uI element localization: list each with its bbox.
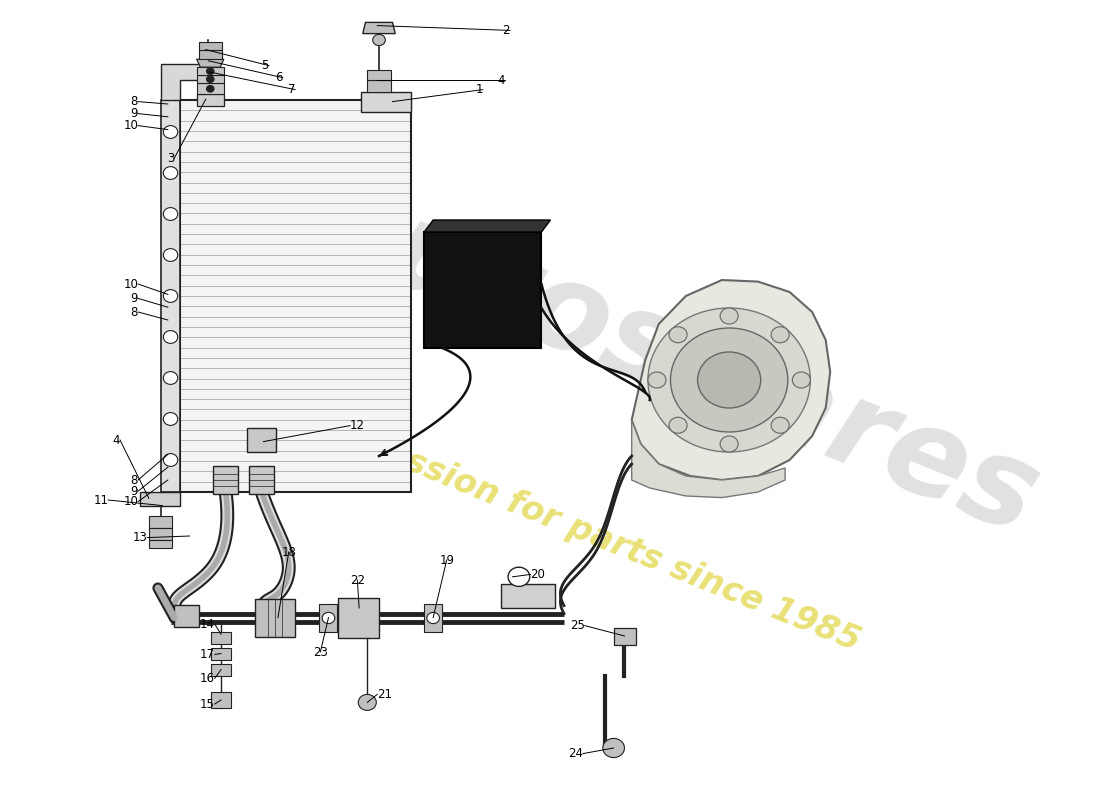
Polygon shape bbox=[363, 22, 395, 34]
Polygon shape bbox=[361, 92, 410, 112]
Text: 4: 4 bbox=[112, 434, 120, 446]
Polygon shape bbox=[140, 492, 180, 506]
Circle shape bbox=[207, 68, 213, 74]
Polygon shape bbox=[255, 599, 295, 637]
Circle shape bbox=[508, 567, 530, 586]
Text: 9: 9 bbox=[131, 485, 139, 498]
Polygon shape bbox=[180, 100, 410, 492]
Polygon shape bbox=[367, 70, 390, 80]
Text: 25: 25 bbox=[570, 619, 585, 632]
Polygon shape bbox=[213, 466, 239, 494]
Circle shape bbox=[697, 352, 761, 408]
Text: 8: 8 bbox=[131, 474, 139, 486]
Polygon shape bbox=[211, 632, 231, 644]
Text: 2: 2 bbox=[503, 24, 510, 37]
Text: 9: 9 bbox=[131, 292, 139, 305]
Circle shape bbox=[771, 326, 789, 342]
Text: 1: 1 bbox=[475, 83, 483, 96]
Circle shape bbox=[163, 454, 178, 466]
Text: 10: 10 bbox=[123, 278, 139, 290]
Circle shape bbox=[163, 413, 178, 426]
Circle shape bbox=[427, 613, 440, 624]
Text: 12: 12 bbox=[350, 419, 365, 432]
Polygon shape bbox=[148, 540, 173, 548]
Text: 4: 4 bbox=[498, 74, 505, 86]
Text: 10: 10 bbox=[123, 119, 139, 132]
Polygon shape bbox=[425, 232, 541, 348]
Circle shape bbox=[322, 613, 334, 624]
Text: 19: 19 bbox=[439, 554, 454, 566]
Circle shape bbox=[669, 418, 688, 434]
Circle shape bbox=[669, 326, 688, 342]
Text: 16: 16 bbox=[200, 672, 214, 685]
Circle shape bbox=[792, 372, 811, 388]
Circle shape bbox=[648, 372, 666, 388]
Polygon shape bbox=[198, 50, 222, 59]
Polygon shape bbox=[631, 280, 830, 480]
Circle shape bbox=[207, 86, 213, 92]
Circle shape bbox=[648, 308, 811, 452]
Text: 9: 9 bbox=[131, 107, 139, 120]
Text: 10: 10 bbox=[123, 495, 139, 508]
Polygon shape bbox=[248, 428, 276, 452]
Text: 3: 3 bbox=[167, 152, 174, 165]
Text: eurospares: eurospares bbox=[295, 161, 1055, 559]
Polygon shape bbox=[148, 516, 173, 528]
Text: 24: 24 bbox=[568, 747, 583, 760]
Text: 21: 21 bbox=[377, 688, 393, 701]
Text: 8: 8 bbox=[131, 95, 139, 108]
Circle shape bbox=[163, 208, 178, 220]
Circle shape bbox=[359, 694, 376, 710]
Circle shape bbox=[671, 328, 788, 432]
Polygon shape bbox=[161, 64, 208, 100]
Polygon shape bbox=[197, 75, 223, 83]
Circle shape bbox=[373, 34, 385, 46]
Text: 23: 23 bbox=[312, 646, 328, 658]
Text: a passion for parts since 1985: a passion for parts since 1985 bbox=[326, 414, 865, 658]
Polygon shape bbox=[174, 605, 198, 627]
Text: 18: 18 bbox=[282, 546, 296, 558]
Circle shape bbox=[163, 330, 178, 343]
Polygon shape bbox=[249, 466, 274, 494]
Text: 11: 11 bbox=[94, 494, 108, 506]
Polygon shape bbox=[614, 628, 636, 645]
Circle shape bbox=[163, 126, 178, 138]
Polygon shape bbox=[425, 604, 442, 632]
Circle shape bbox=[603, 738, 625, 758]
Text: 17: 17 bbox=[200, 648, 214, 661]
Text: 5: 5 bbox=[262, 59, 268, 72]
Circle shape bbox=[163, 166, 178, 179]
Circle shape bbox=[163, 290, 178, 302]
Polygon shape bbox=[211, 692, 231, 708]
Text: 6: 6 bbox=[275, 71, 283, 84]
Circle shape bbox=[163, 371, 178, 384]
Polygon shape bbox=[631, 420, 785, 498]
Polygon shape bbox=[500, 584, 556, 608]
Polygon shape bbox=[339, 598, 380, 638]
Circle shape bbox=[163, 249, 178, 262]
Text: 13: 13 bbox=[132, 531, 147, 544]
Text: 14: 14 bbox=[200, 618, 214, 630]
Polygon shape bbox=[197, 83, 223, 94]
Polygon shape bbox=[319, 604, 338, 632]
Circle shape bbox=[720, 436, 738, 452]
Text: 7: 7 bbox=[287, 83, 295, 96]
Circle shape bbox=[771, 418, 789, 434]
Text: 22: 22 bbox=[350, 574, 365, 586]
Polygon shape bbox=[211, 664, 231, 676]
Polygon shape bbox=[148, 528, 173, 540]
Text: 8: 8 bbox=[131, 306, 139, 318]
Polygon shape bbox=[211, 648, 231, 660]
Polygon shape bbox=[197, 67, 223, 75]
Circle shape bbox=[720, 308, 738, 324]
Text: 20: 20 bbox=[530, 568, 546, 581]
Polygon shape bbox=[367, 80, 390, 92]
Polygon shape bbox=[161, 100, 180, 492]
Text: 15: 15 bbox=[200, 698, 214, 710]
Circle shape bbox=[207, 76, 213, 82]
Polygon shape bbox=[425, 220, 550, 232]
Polygon shape bbox=[198, 42, 222, 50]
Polygon shape bbox=[197, 59, 223, 67]
Polygon shape bbox=[197, 94, 223, 106]
